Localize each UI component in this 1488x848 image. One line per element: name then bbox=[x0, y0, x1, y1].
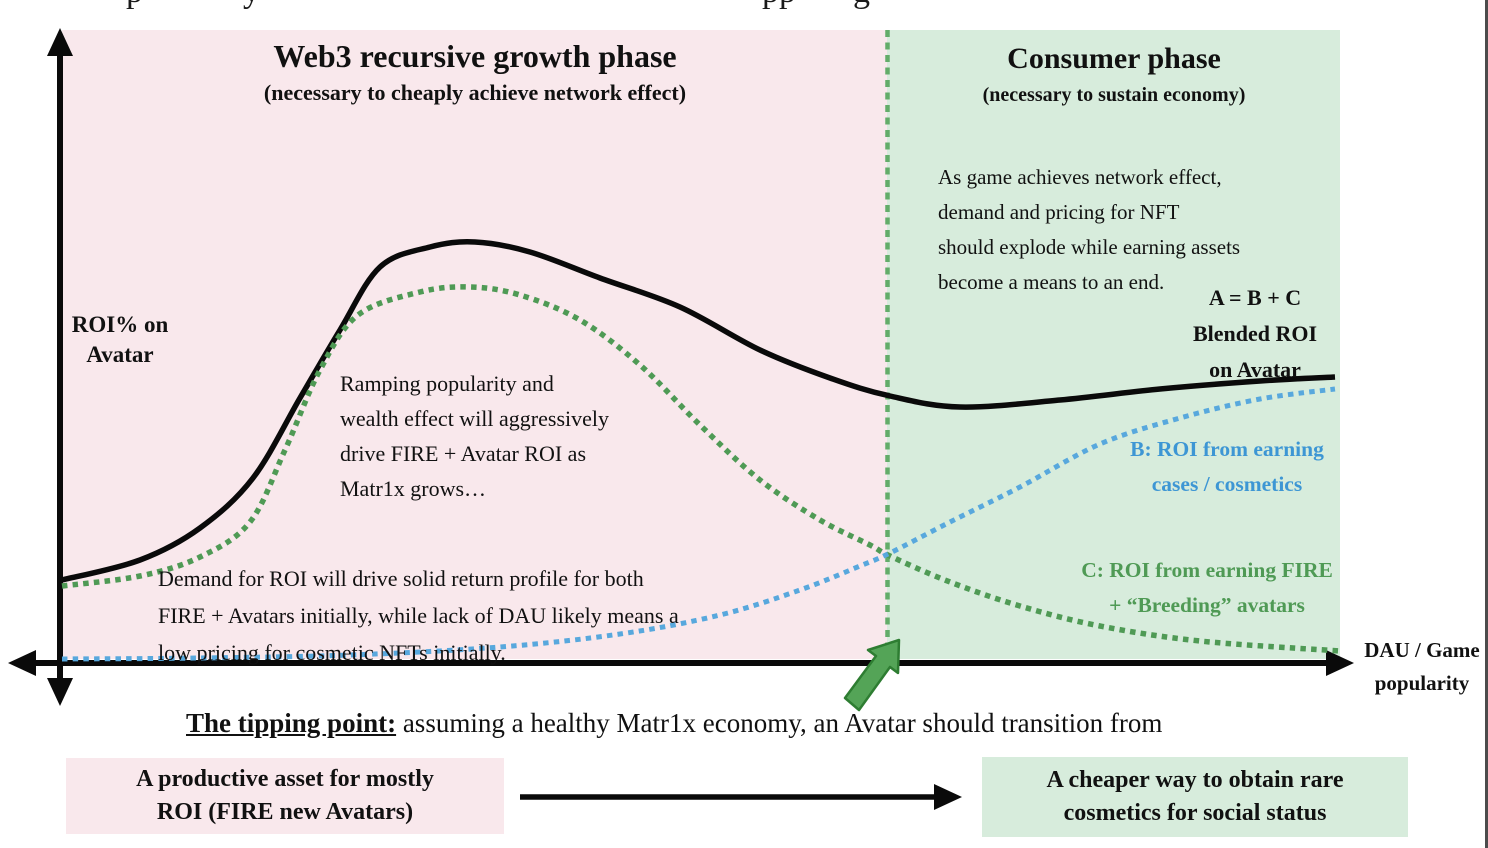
transition-from-box: A productive asset for mostly ROI (FIRE … bbox=[66, 758, 504, 834]
transition-to-box: A cheaper way to obtain rare cosmetics f… bbox=[982, 757, 1408, 837]
cropped-top-text: p y pp g bbox=[0, 0, 1488, 13]
annotation-ramping-popularity: Ramping popularity and wealth effect wil… bbox=[340, 371, 609, 501]
curve-blended-roi bbox=[61, 239, 1336, 583]
transition-arrowhead bbox=[934, 784, 962, 810]
transition-arrow bbox=[520, 784, 962, 810]
growth-phase-subtitle: (necessary to cheaply achieve network ef… bbox=[263, 80, 687, 105]
roi-curves bbox=[61, 239, 1341, 662]
label-series-c: C: ROI from earning FIRE + “Breeding” av… bbox=[1081, 558, 1333, 617]
cropped-letter: y bbox=[243, 0, 260, 11]
annotation-network-effect: As game achieves network effect, demand … bbox=[938, 165, 1241, 294]
tipping-point-lead: The tipping point: bbox=[186, 708, 397, 738]
y-axis-label: ROI% on Avatar bbox=[71, 312, 169, 367]
cropped-letter: p bbox=[126, 0, 143, 11]
label-blended-roi: A = B + C Blended ROI on Avatar bbox=[1192, 285, 1318, 382]
cropped-letter: pp bbox=[762, 0, 796, 11]
x-axis bbox=[8, 650, 1354, 676]
y-axis-top-arrowhead bbox=[47, 28, 73, 56]
cropped-letter: g bbox=[853, 0, 870, 11]
y-axis bbox=[47, 28, 73, 706]
tipping-point-caption: The tipping point: assuming a healthy Ma… bbox=[186, 708, 1346, 739]
tipping-point-arrow bbox=[843, 638, 901, 712]
consumer-phase-title: Consumer phase bbox=[1007, 42, 1221, 75]
x-axis-left-arrowhead bbox=[8, 650, 36, 676]
annotation-demand-roi: Demand for ROI will drive solid return p… bbox=[158, 566, 679, 665]
curve-fire-breeding-roi bbox=[61, 284, 1341, 654]
x-axis-label: DAU / Game popularity bbox=[1364, 638, 1480, 695]
consumer-phase-region bbox=[887, 30, 1340, 659]
page-right-border bbox=[1485, 0, 1488, 848]
growth-phase-title: Web3 recursive growth phase bbox=[273, 38, 677, 74]
consumer-phase-subtitle: (necessary to sustain economy) bbox=[982, 84, 1246, 106]
y-axis-bottom-arrowhead bbox=[47, 678, 73, 706]
label-series-b: B: ROI from earning cases / cosmetics bbox=[1130, 437, 1324, 496]
tipping-point-rest: assuming a healthy Matr1x economy, an Av… bbox=[396, 708, 1163, 738]
curve-cases-cosmetics-roi bbox=[61, 386, 1336, 662]
x-axis-right-arrowhead bbox=[1326, 650, 1354, 676]
